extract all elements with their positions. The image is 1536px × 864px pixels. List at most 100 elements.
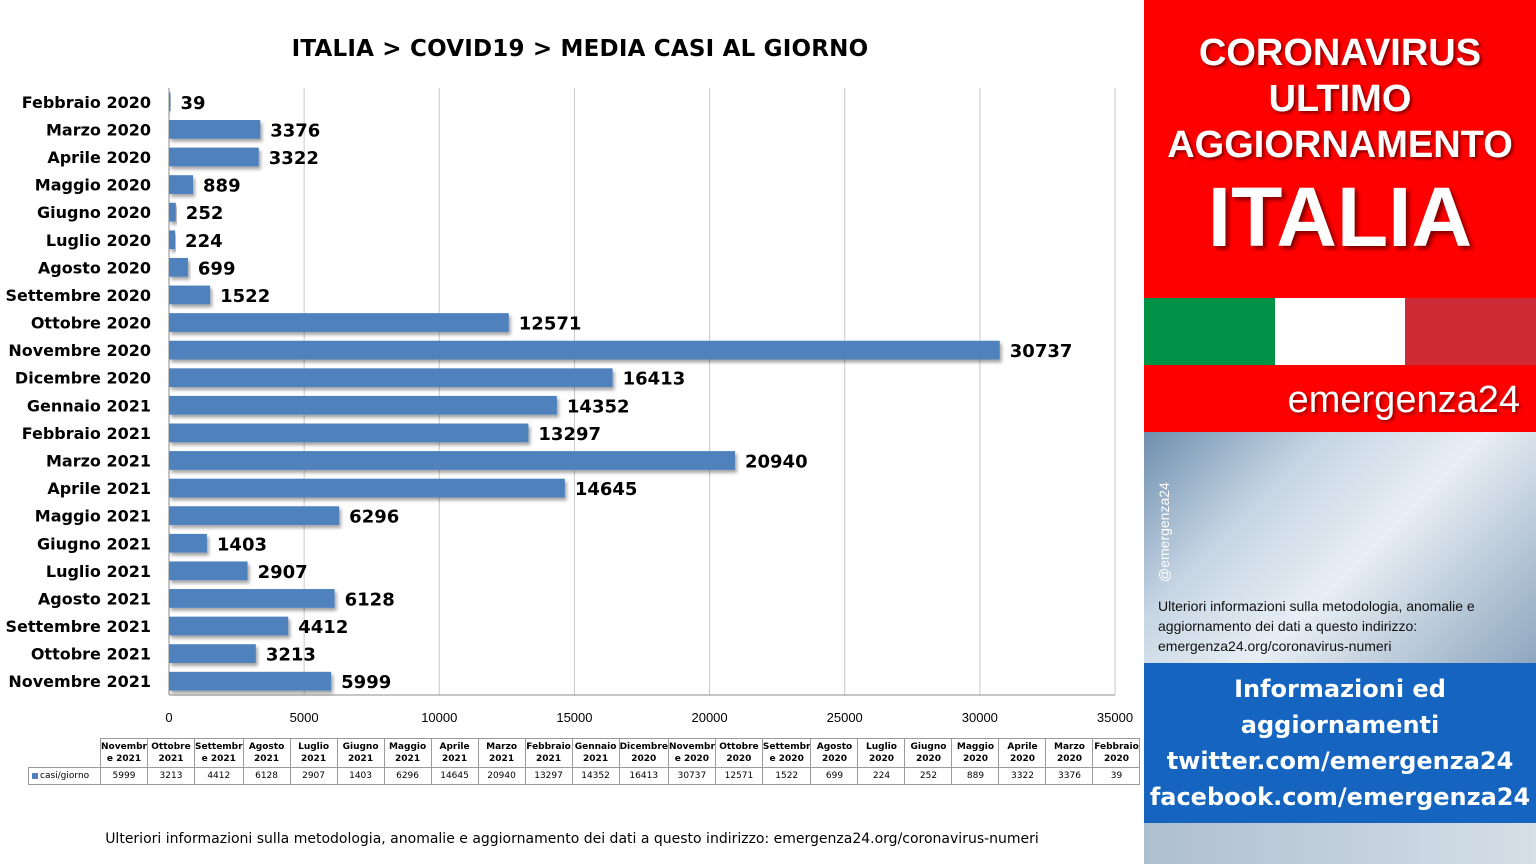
data-label: 6128 [345, 589, 395, 610]
table-cell: 1403 [336, 767, 385, 785]
data-label: 1403 [217, 534, 267, 555]
bar [169, 506, 340, 526]
category-label: Agosto 2020 [38, 258, 151, 277]
data-label: 3376 [270, 120, 320, 141]
x-tick-label: 10000 [421, 710, 457, 725]
x-tick-label: 0 [165, 710, 172, 725]
table-header-cell: Settembr e 2020 [761, 738, 812, 768]
table-cell: 14352 [571, 767, 620, 785]
table-header-cell: Aprile 2020 [998, 738, 1047, 768]
red-header: CORONAVIRUS ULTIMO AGGIORNAMENTO ITALIA [1144, 0, 1536, 298]
table-cell: 39 [1092, 767, 1141, 785]
category-label: Dicembre 2020 [15, 369, 151, 388]
table-header-cell: Novembr e 2020 [667, 738, 716, 768]
data-label: 13297 [538, 424, 601, 445]
methodology-note: Ulteriori informazioni sulla metodologia… [1158, 598, 1475, 654]
category-label: Agosto 2021 [38, 589, 151, 608]
header-line-1: CORONAVIRUS [1198, 32, 1482, 74]
table-cell: 30737 [667, 767, 716, 785]
data-label: 3213 [266, 645, 316, 666]
table-cell: 16413 [618, 767, 669, 785]
bar-chart: 0 5000 10000 15000 20000 25000 30000 35000 Febbr… [6, 88, 1133, 725]
category-label: Settembre 2020 [6, 286, 152, 305]
data-label: 889 [203, 176, 241, 197]
data-label: 39 [181, 93, 206, 114]
table-cell: 224 [857, 767, 906, 785]
table-cell: 14645 [430, 767, 479, 785]
facebook-link[interactable]: facebook.com/emergenza24 [1149, 783, 1531, 811]
table-header-cell: Gennaio 2021 [571, 738, 620, 768]
bar [169, 395, 557, 415]
table-header-cell: Maggio 2020 [951, 738, 1000, 768]
bar [169, 257, 188, 277]
data-label: 4412 [298, 617, 348, 638]
header-line-3: AGGIORNAMENTO [1167, 124, 1513, 166]
x-tick-label: 20000 [691, 710, 727, 725]
bar [169, 451, 735, 470]
category-label: Aprile 2020 [47, 148, 151, 167]
table-cell: 6296 [383, 767, 432, 785]
table-header-cell: Febbraio 2020 [1092, 738, 1141, 768]
bar [169, 561, 248, 581]
category-label: Settembre 2021 [6, 617, 152, 636]
table-header-cell: Ottobre 2020 [714, 738, 763, 768]
data-label: 224 [185, 231, 223, 252]
category-label: Marzo 2020 [46, 120, 151, 139]
category-label: Maggio 2021 [35, 507, 151, 526]
category-label: Aprile 2021 [47, 479, 151, 498]
legend-key [32, 772, 38, 779]
chart-title: ITALIA > COVID19 > MEDIA CASI AL GIORNO [291, 36, 869, 62]
data-label: 699 [198, 258, 236, 279]
bar [169, 423, 529, 443]
country-title: ITALIA [1207, 170, 1473, 264]
footer-note: Ulteriori informazioni sulla metodologia… [105, 831, 1039, 847]
background-photo: @emergenza24 Ulteriori informazioni sull… [1144, 432, 1536, 663]
data-label: 14645 [575, 479, 638, 500]
category-label: Febbraio 2020 [22, 93, 151, 112]
bar [169, 313, 509, 332]
data-label: 5999 [341, 672, 391, 693]
bar [169, 368, 613, 388]
brand-bar: emergenza24 [1144, 365, 1536, 432]
table-header-cell: Settembr e 2021 [194, 738, 244, 768]
bar [169, 120, 261, 139]
table-cell: 13297 [524, 767, 573, 785]
category-label: Luglio 2020 [46, 231, 151, 250]
table-header-cell: Agosto 2021 [242, 738, 291, 768]
category-label: Ottobre 2020 [31, 314, 151, 333]
table-cell: 699 [810, 767, 859, 785]
data-label: 6296 [349, 507, 399, 528]
category-label: Novembre 2021 [8, 672, 151, 691]
table-header-cell: Luglio 2021 [289, 738, 338, 768]
table-header-cell: Luglio 2020 [857, 738, 906, 768]
data-label: 14352 [567, 396, 630, 417]
data-table: Novembr e 2021 Ottobre 2021 Settembr e 202… [28, 738, 1141, 785]
flag-red-stripe [1405, 298, 1536, 365]
flag-green-stripe [1144, 298, 1275, 365]
table-header-cell: Agosto 2020 [810, 738, 859, 768]
data-label: 2907 [258, 562, 308, 583]
brand-name: emergenza24 [1287, 379, 1520, 421]
category-label: Maggio 2020 [35, 176, 151, 195]
bar [169, 671, 332, 691]
table-cell: 20940 [477, 767, 526, 785]
category-label: Giugno 2021 [37, 534, 151, 553]
bar [169, 285, 211, 305]
table-header-cell: Febbraio 2021 [524, 738, 573, 768]
table-cell: 1522 [761, 767, 812, 785]
info-line-2: aggiornamenti [1240, 711, 1440, 739]
header-line-2: ULTIMO [1268, 78, 1412, 120]
table-cell: 3376 [1045, 767, 1094, 785]
category-label: Gennaio 2021 [27, 396, 151, 415]
table-cell: 3213 [147, 767, 195, 785]
table-header-cell: Novembr e 2021 [100, 738, 148, 768]
table-header-cell: Dicembre 2020 [618, 738, 669, 768]
table-header-cell: Marzo 2020 [1045, 738, 1094, 768]
info-box: Informazioni ed aggiornamenti twitter.co… [1144, 663, 1536, 823]
twitter-link[interactable]: twitter.com/emergenza24 [1166, 747, 1514, 775]
bar [169, 202, 176, 222]
bar [169, 644, 256, 663]
table-header-row: Novembr e 2021 Ottobre 2021 Settembr e 202… [28, 738, 1141, 768]
data-label: 16413 [623, 369, 686, 390]
table-cell: 2907 [289, 767, 338, 785]
